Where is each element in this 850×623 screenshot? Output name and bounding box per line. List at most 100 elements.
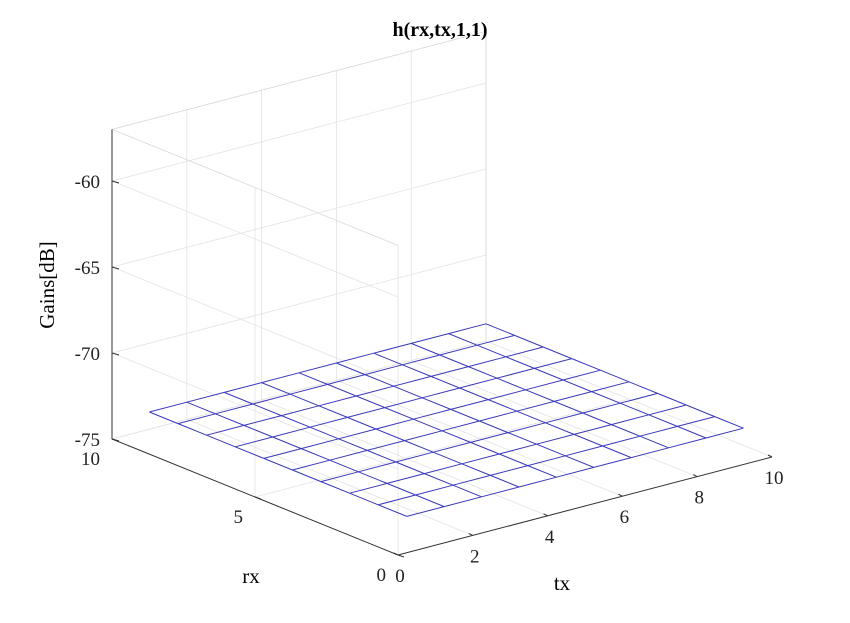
mesh-edge	[488, 389, 526, 401]
mesh-edge	[600, 369, 630, 383]
mesh-edge	[441, 420, 480, 432]
x-tick-label: 4	[545, 527, 555, 548]
mesh-edge	[329, 459, 359, 473]
mesh-edge	[496, 367, 535, 379]
mesh-edge	[235, 436, 273, 448]
mesh-edge	[290, 383, 328, 395]
mesh-edge	[591, 381, 630, 393]
x-axis-label: tx	[554, 571, 571, 595]
mesh-edge	[298, 372, 328, 385]
mesh-edge	[554, 400, 583, 414]
x-tick-label: 2	[470, 546, 480, 567]
grid-line	[111, 31, 487, 130]
mesh-edge	[415, 484, 454, 496]
mesh-edge	[620, 392, 658, 404]
mesh-edge	[404, 440, 434, 453]
mesh-edge	[320, 481, 350, 494]
mesh-edge	[591, 391, 621, 404]
mesh-edge	[657, 392, 687, 406]
mesh-edge	[516, 410, 546, 424]
mesh-edge	[677, 425, 707, 439]
mesh-edge	[452, 484, 482, 498]
x-tick-mark	[543, 513, 548, 517]
mesh-edge	[347, 416, 377, 430]
mesh-edge	[507, 422, 546, 434]
mesh-edge	[582, 402, 621, 414]
mesh-edge	[545, 412, 583, 424]
mesh-edge	[292, 459, 330, 471]
x-tick-label: 10	[765, 468, 784, 489]
mesh-edge	[252, 393, 291, 405]
mesh-edge	[378, 494, 416, 506]
mesh-edge	[556, 466, 594, 478]
mesh-edge	[505, 356, 535, 369]
mesh-edge	[516, 400, 555, 412]
mesh-edge	[413, 418, 443, 432]
mesh-edge	[215, 403, 253, 415]
mesh-edge	[444, 496, 482, 508]
mesh-edge	[393, 375, 432, 387]
mesh-edge	[470, 432, 509, 443]
mesh-edge	[327, 374, 366, 385]
mesh-edge	[477, 344, 506, 358]
mesh-edge	[404, 430, 443, 442]
mesh-edge	[290, 393, 319, 407]
mesh-edge	[364, 364, 403, 376]
mesh-edge	[439, 354, 469, 368]
grid-line	[111, 180, 399, 298]
mesh-edge	[406, 506, 445, 517]
mesh-edge	[468, 366, 498, 379]
mesh-edge	[252, 403, 282, 417]
mesh-edge	[573, 424, 612, 435]
mesh-edge	[224, 391, 253, 405]
z-axis-label: Gains[dB]	[35, 241, 59, 329]
x-tick-mark	[468, 532, 474, 536]
grid-line	[111, 340, 487, 440]
mesh-edge	[499, 443, 537, 455]
x-axis-line	[397, 456, 773, 556]
mesh-edge	[527, 465, 557, 478]
mesh-edge	[565, 455, 594, 468]
mesh-edge	[395, 451, 434, 463]
mesh-edge	[677, 416, 715, 427]
mesh-edge	[514, 334, 544, 348]
mesh-edge	[686, 404, 715, 418]
mesh-edge	[272, 426, 311, 438]
mesh-edge	[527, 455, 566, 467]
mesh-edge	[349, 492, 379, 506]
mesh-edge	[620, 402, 649, 416]
z-tick-mark	[111, 352, 120, 356]
mesh-edge	[378, 504, 407, 517]
mesh-edge	[639, 435, 669, 449]
mesh-edge	[461, 463, 491, 476]
mesh-edge	[373, 352, 403, 366]
mesh-edge	[536, 443, 566, 457]
mesh-edge	[573, 433, 603, 447]
mesh-edge	[422, 387, 460, 399]
mesh-edge	[536, 433, 575, 445]
grid-line	[111, 266, 399, 384]
grid-line	[111, 254, 487, 354]
x-tick-mark	[618, 493, 623, 497]
mesh-edge	[648, 404, 687, 416]
mesh-edge	[525, 389, 555, 402]
mesh-edge	[272, 436, 302, 450]
mesh-edge	[545, 422, 575, 435]
mesh-edge	[375, 428, 405, 442]
mesh-edge	[356, 385, 394, 397]
mesh-edge	[327, 383, 357, 397]
mesh-edge	[356, 395, 385, 409]
mesh-edge	[490, 465, 528, 476]
axes-grid	[111, 31, 773, 556]
mesh-edge	[186, 401, 216, 415]
mesh-edge	[490, 474, 520, 488]
mesh-edge	[468, 356, 506, 368]
mesh-edge	[261, 382, 291, 395]
mesh-edge	[459, 377, 498, 389]
z-tick-label: -70	[75, 344, 100, 365]
mesh-edge	[485, 323, 515, 336]
x-tick-label: 0	[395, 566, 405, 587]
mesh-edge	[450, 408, 480, 422]
